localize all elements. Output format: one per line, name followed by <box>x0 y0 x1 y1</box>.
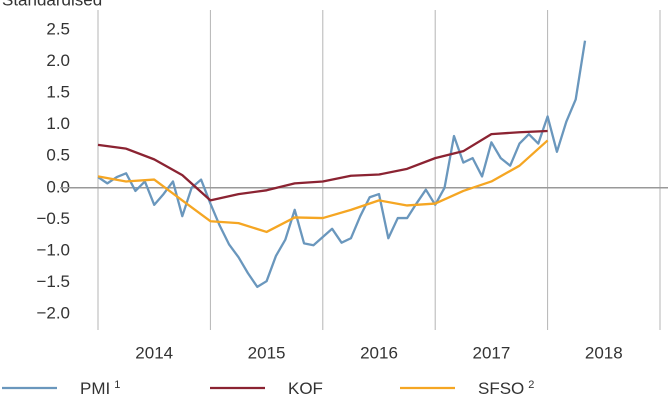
y-tick-label: 2.5 <box>46 19 70 38</box>
line-series <box>97 40 587 289</box>
y-tick-label: 0.0 <box>46 177 70 196</box>
line-series <box>97 139 549 234</box>
y-axis-label: Standardised <box>2 0 102 9</box>
y-tick-label: −0.5 <box>36 209 70 228</box>
y-tick-label: 0.5 <box>46 146 70 165</box>
x-tick-label: 2015 <box>248 343 286 362</box>
y-tick-label: 2.0 <box>46 51 70 70</box>
x-tick-label: 2018 <box>585 343 623 362</box>
y-tick-label: 1.0 <box>46 114 70 133</box>
legend-name: KOF <box>288 379 323 398</box>
legend-name: PMI <box>80 379 110 398</box>
x-tick-label: 2016 <box>360 343 398 362</box>
legend-footnote: 2 <box>528 379 534 391</box>
legend-label: PMI 1 <box>80 379 120 399</box>
y-tick-label: 1.5 <box>46 83 70 102</box>
legend-label: SFSO 2 <box>478 379 534 399</box>
legend-name: SFSO <box>478 379 524 398</box>
legend-label: KOF <box>288 379 323 398</box>
line-series <box>97 129 548 202</box>
y-tick-label: −2.0 <box>36 303 70 322</box>
x-tick-label: 2017 <box>472 343 510 362</box>
x-tick-label: 2014 <box>135 343 173 362</box>
y-tick-label: −1.5 <box>36 272 70 291</box>
legend-footnote: 1 <box>114 379 120 391</box>
y-tick-label: −1.0 <box>36 240 70 259</box>
